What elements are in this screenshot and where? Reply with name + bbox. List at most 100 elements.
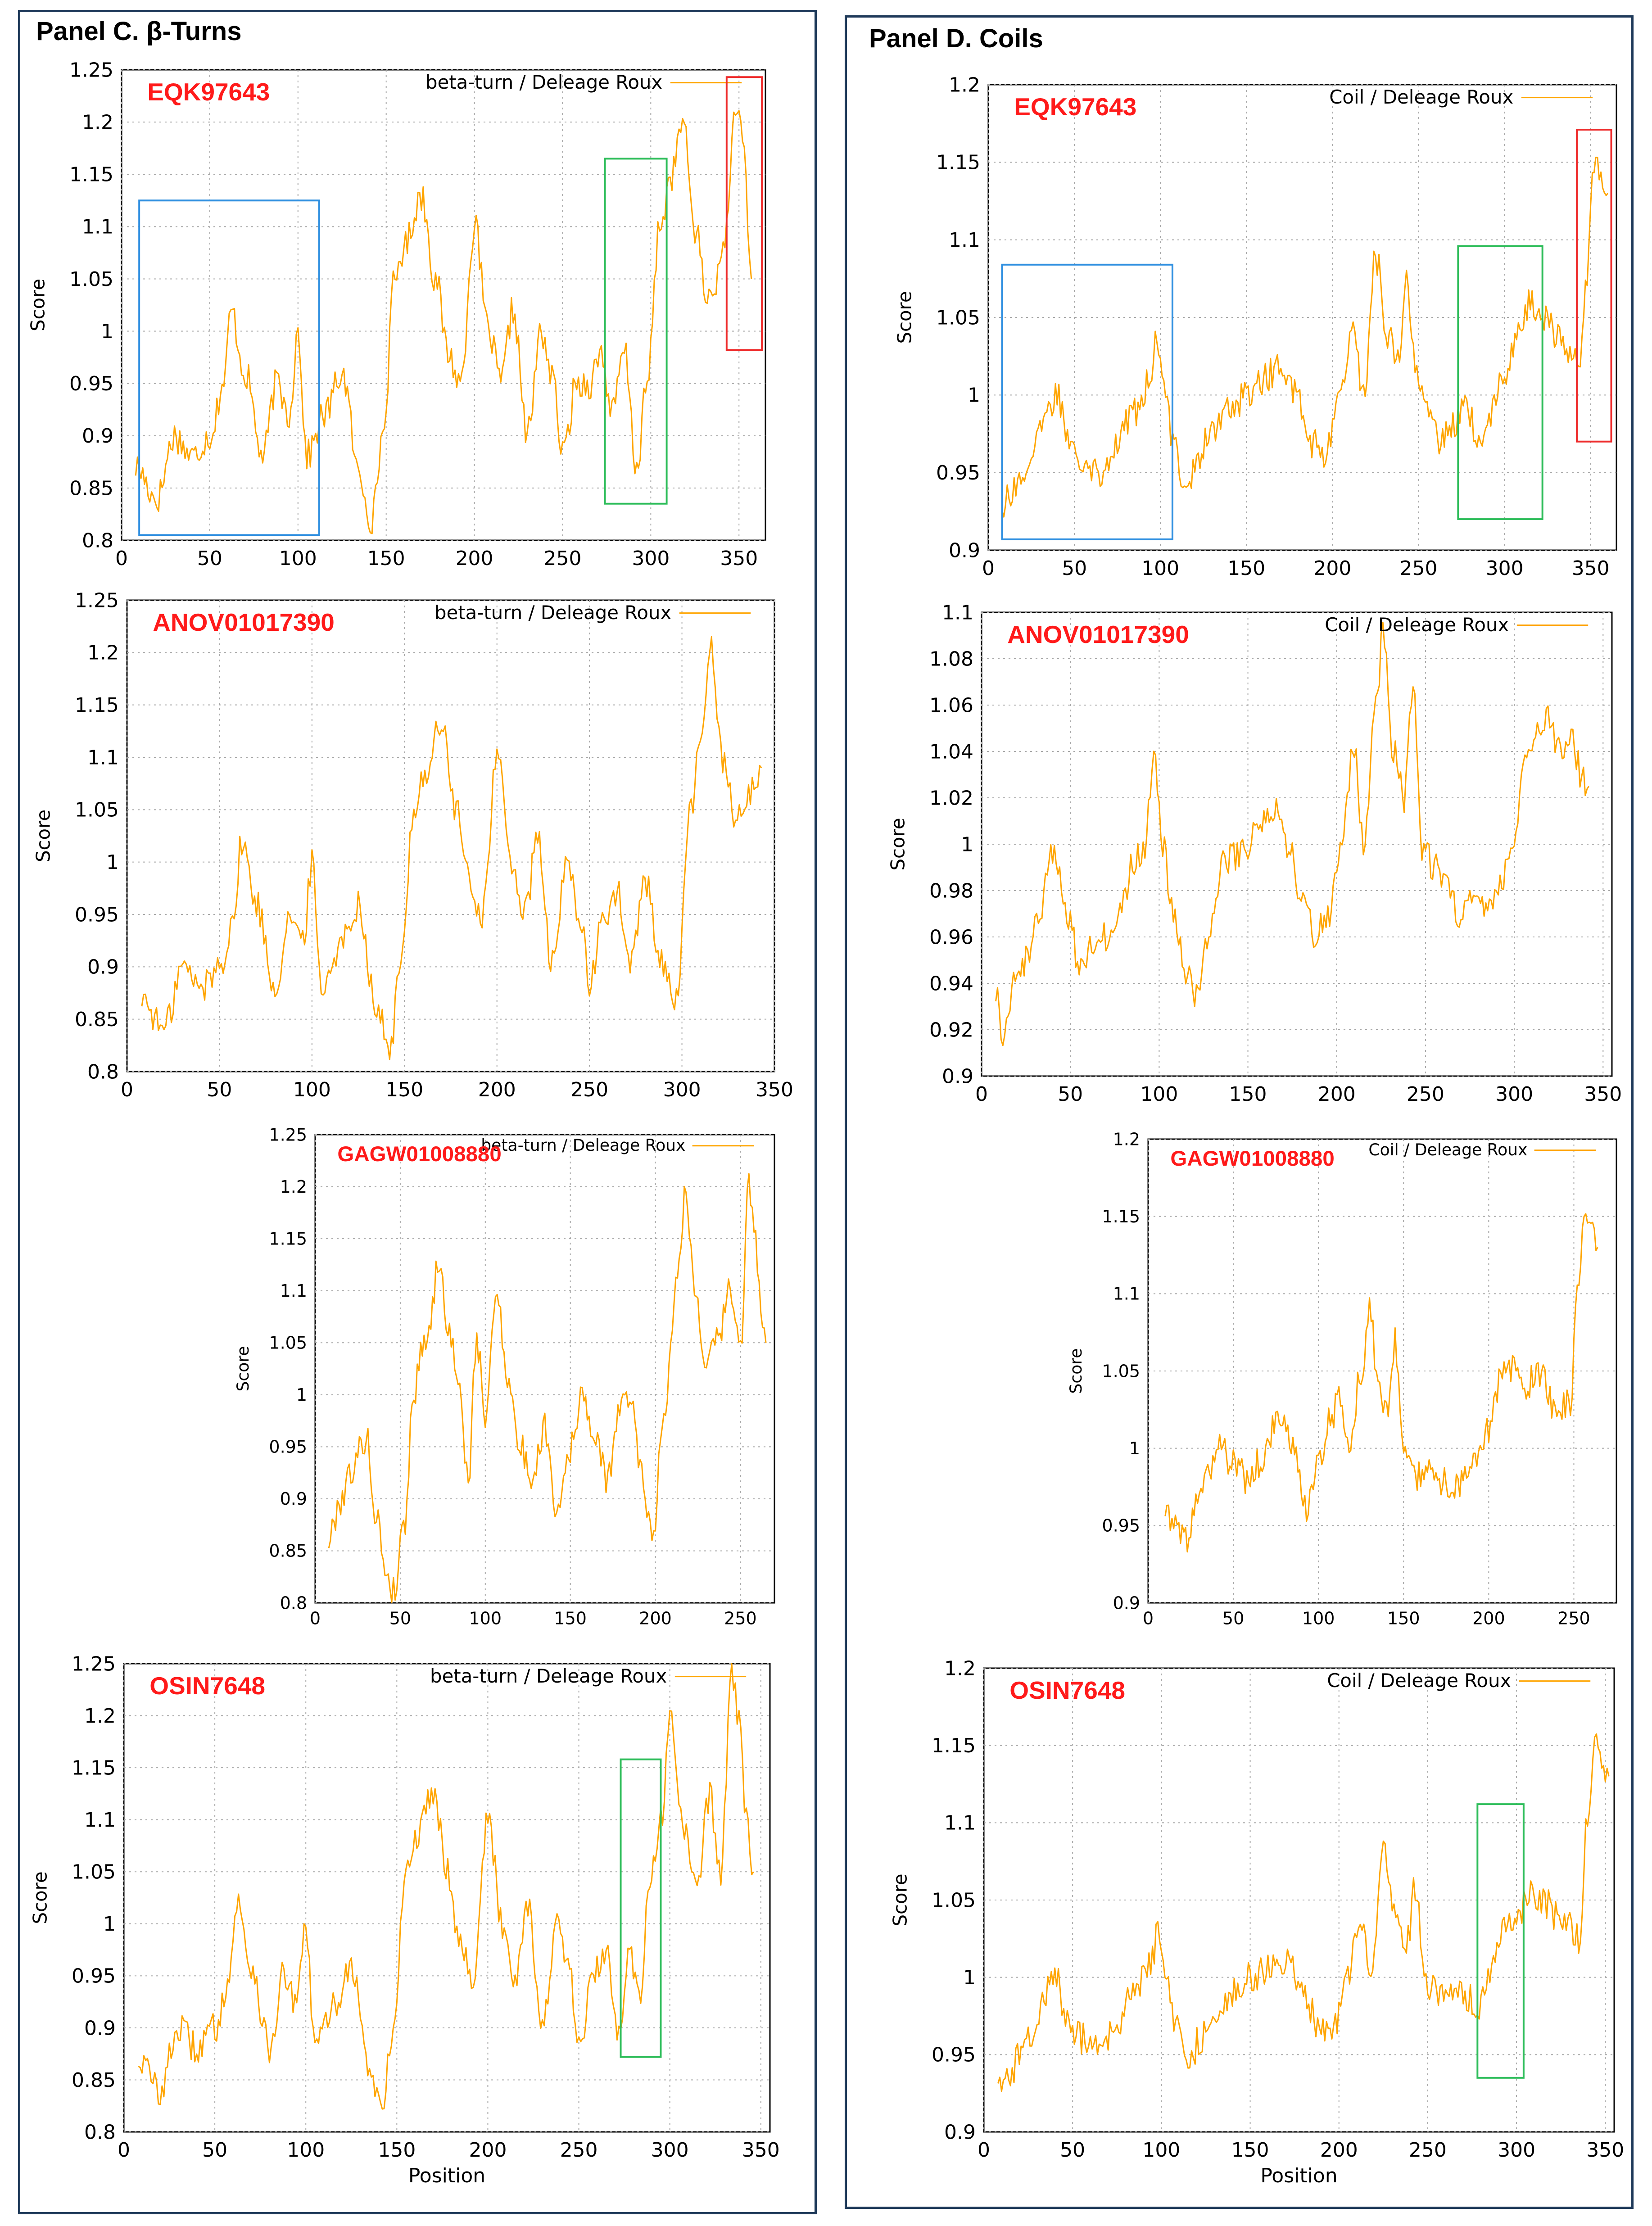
y-tick-label: 0.98 [929,879,973,902]
x-tick-label: 250 [570,1078,608,1101]
chart-group-d3: 0.9 0.95 1 1.05 1.1 1.15 1.2 0 50 100 150 200 250 Sco… [1067,1129,1617,1629]
x-tick-label: 300 [1498,2139,1535,2162]
y-tick-label: 1 [106,851,119,874]
y-tick-label: 1.05 [936,306,980,329]
y-tick-label: 1 [961,833,973,856]
y-tick-label: 0.9 [82,425,113,448]
y-tick-label: 1.05 [72,1861,116,1884]
y-tick-label: 1.15 [936,151,980,174]
accession-label: ANOV01017390 [1007,620,1189,648]
blue-highlight-box [138,199,320,536]
y-tick-label: 0.8 [280,1593,307,1613]
x-tick-label: 50 [207,1078,232,1101]
y-tick-label: 1.15 [69,163,113,186]
chart-group-d1: 0.9 0.95 1 1.05 1.1 1.15 1.2 0 50 100 150 200 250 300… [893,73,1617,580]
legend-label: beta-turn / Deleage Roux [481,1136,685,1155]
y-tick-label: 1 [296,1385,307,1405]
plot-area [121,69,766,541]
y-tick-label: 0.95 [1102,1516,1140,1536]
accession-label: ANOV01017390 [153,608,335,636]
x-tick-label: 50 [1222,1609,1244,1629]
y-axis-label: Score [29,1871,51,1924]
chart-group-c3: 0.8 0.85 0.9 0.95 1 1.05 1.1 1.15 1.2 1.25 0 50 100 1… [234,1125,775,1629]
x-tick-label: 100 [1141,557,1179,580]
accession-label: OSIN7648 [1009,1676,1125,1704]
y-tick-label: 1.1 [82,216,113,239]
y-tick-label: 1.1 [84,1809,116,1832]
x-tick-label: 100 [1302,1609,1335,1629]
y-tick-label: 1.06 [929,694,973,717]
panel-d-frame [845,15,1634,2209]
x-tick-label: 200 [469,2139,507,2162]
y-tick-label: 0.95 [932,2044,976,2067]
x-tick-label: 150 [1227,557,1265,580]
y-tick-label: 1.05 [75,799,119,822]
x-tick-label: 300 [663,1078,701,1101]
x-tick-label: 250 [1409,2139,1447,2162]
x-tick-label: 350 [742,2139,780,2162]
red-highlight-box [1576,128,1612,443]
x-tick-label: 50 [1062,557,1087,580]
series-line [138,1663,754,2110]
legend-label: beta-turn / Deleage Roux [434,602,671,624]
y-tick-label: 0.9 [280,1489,307,1509]
y-tick-label: 0.95 [75,903,119,926]
y-axis-label: Score [1067,1348,1086,1394]
y-axis-label: Score [234,1346,253,1391]
x-tick-label: 0 [310,1609,321,1629]
y-tick-label: 0.96 [929,926,973,949]
x-tick-label: 0 [978,2139,990,2162]
y-tick-label: 1.1 [944,1812,976,1835]
accession-label: GAGW01008880 [1170,1147,1334,1171]
y-tick-label: 0.85 [69,477,113,500]
x-tick-label: 250 [1399,557,1437,580]
x-tick-label: 200 [478,1078,516,1101]
x-tick-label: 150 [378,2139,416,2162]
x-tick-label: 100 [279,547,317,570]
y-tick-label: 1.04 [929,740,973,763]
y-tick-label: 0.85 [72,2069,116,2092]
y-tick-label: 1 [103,1913,116,1936]
accession-label: EQK97643 [1014,93,1136,121]
y-tick-label: 1.15 [269,1229,307,1249]
green-highlight-box [620,1758,662,2058]
y-tick-label: 0.95 [936,461,980,484]
x-axis-label: Position [1260,2164,1337,2187]
x-tick-label: 50 [197,547,222,570]
y-tick-label: 1.15 [72,1757,116,1780]
y-tick-label: 0.9 [84,2017,116,2040]
y-tick-label: 0.95 [69,372,113,395]
accession-label: OSIN7648 [149,1672,265,1700]
x-tick-label: 200 [1320,2139,1358,2162]
y-tick-label: 1 [1129,1439,1140,1458]
legend-label: beta-turn / Deleage Roux [425,71,662,93]
y-tick-label: 1.08 [929,647,973,670]
series-line [1164,1213,1598,1553]
x-axis-label: Position [408,2164,485,2187]
y-tick-label: 1.15 [932,1734,976,1757]
green-highlight-box [1457,245,1543,520]
x-tick-label: 50 [202,2139,227,2162]
y-tick-label: 0.9 [942,1065,973,1088]
x-tick-label: 250 [1407,1083,1444,1106]
y-tick-label: 0.9 [1113,1593,1140,1613]
x-tick-label: 250 [724,1609,757,1629]
y-tick-label: 0.92 [929,1018,973,1041]
y-tick-label: 1.1 [942,601,973,624]
x-tick-label: 0 [982,557,995,580]
panel-c-frame [18,10,817,2214]
accession-label: EQK97643 [147,78,270,106]
y-tick-label: 0.95 [72,1965,116,1988]
y-tick-label: 1.2 [944,1657,976,1680]
y-tick-label: 1.15 [75,694,119,717]
x-tick-label: 0 [115,547,128,570]
y-tick-label: 1.2 [280,1177,307,1197]
chart-group-d2: 0.9 0.92 0.94 0.96 0.98 1 1.02 1.04 1.06 1.08 1.1 0… [887,601,1622,1106]
y-tick-label: 1 [968,384,980,407]
y-tick-label: 0.85 [75,1008,119,1031]
y-tick-label: 0.9 [87,956,119,979]
chart-group-c4: 0.8 0.85 0.9 0.95 1 1.05 1.1 1.15 1.2 1.25 0 50 100 1… [29,1652,779,2187]
